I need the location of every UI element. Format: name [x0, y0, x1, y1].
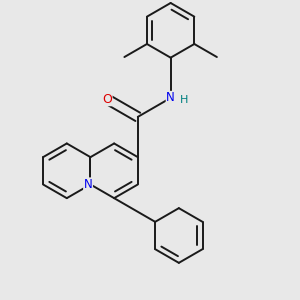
Text: O: O	[102, 93, 112, 106]
Text: N: N	[166, 92, 175, 104]
Text: H: H	[180, 95, 188, 105]
Text: N: N	[84, 178, 92, 191]
